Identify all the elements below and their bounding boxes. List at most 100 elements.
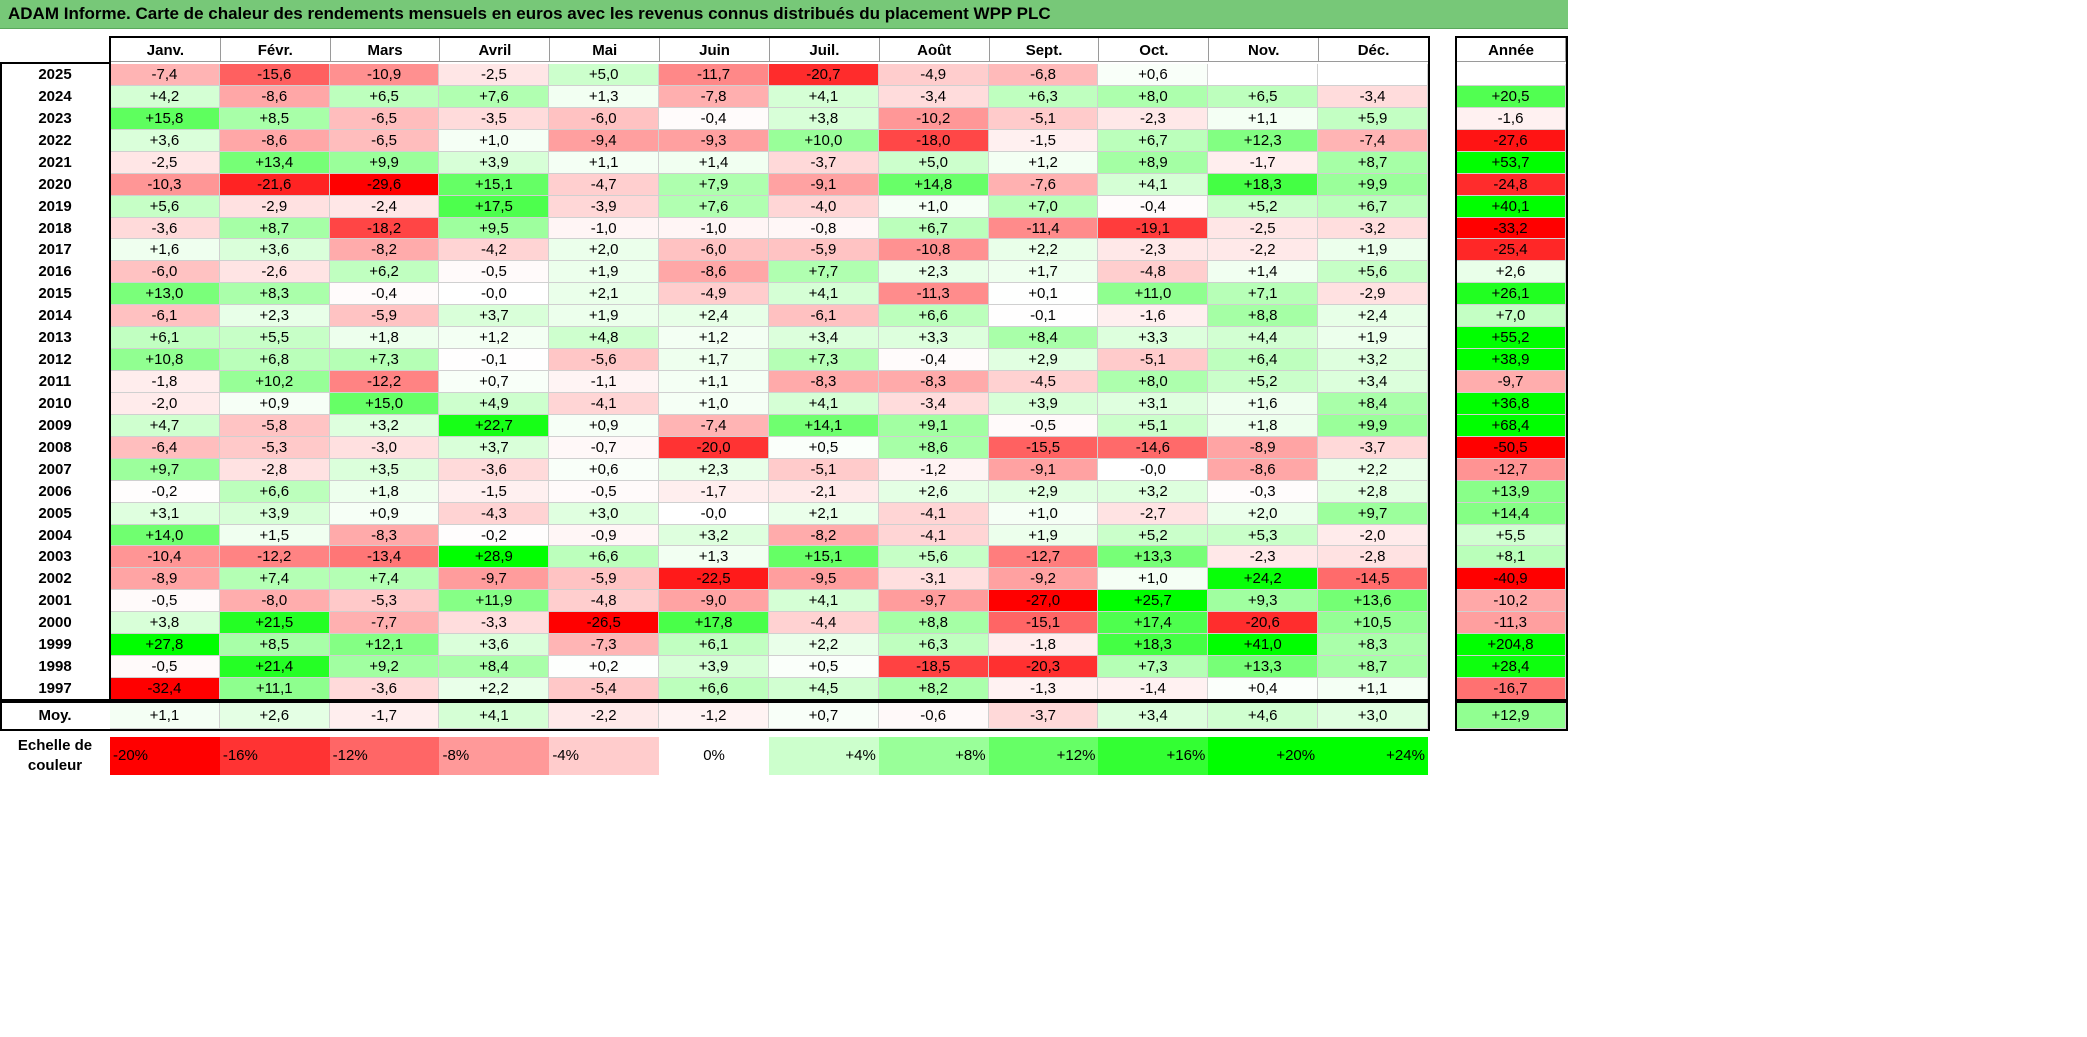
heatmap-cell: -0,4	[878, 349, 989, 371]
year-label: 2009	[38, 416, 72, 434]
heatmap-cell: -1,8	[988, 634, 1099, 657]
annual-cell: +55,2	[1456, 327, 1566, 350]
heatmap-cell: +9,1	[878, 414, 989, 437]
heatmap-cell: +7,4	[329, 568, 440, 591]
heatmap-cell: +1,0	[1098, 568, 1209, 591]
heatmap-cell: +1,0	[988, 502, 1099, 525]
heatmap-cell: +10,0	[768, 129, 879, 152]
month-header: Janv.	[110, 37, 221, 62]
heatmap-cell: -26,5	[549, 612, 660, 635]
heatmap-cell: +1,1	[659, 371, 769, 393]
heatmap-cell: +3,1	[110, 502, 220, 525]
heatmap-cell: +6,3	[988, 85, 1099, 108]
heatmap-cell: -2,7	[1098, 502, 1209, 525]
heatmap-cell	[1318, 64, 1428, 86]
heatmap-cell: +5,2	[1208, 195, 1319, 218]
heatmap-cell: -6,1	[768, 305, 879, 328]
heatmap-cell: -2,1	[768, 480, 879, 503]
year-label: 2015	[38, 285, 72, 303]
heatmap-cell: +3,2	[1318, 349, 1428, 371]
heatmap-cell: -20,7	[768, 64, 879, 86]
heatmap-cell: +1,5	[219, 524, 330, 547]
heatmap-cell: +7,3	[768, 349, 879, 371]
heatmap-cell: -27,0	[988, 590, 1099, 613]
heatmap-cell: +24,2	[1208, 568, 1319, 591]
heatmap-cell: +8,3	[219, 283, 330, 306]
heatmap-cell: +11,0	[1098, 283, 1209, 306]
heatmap-cell: -3,6	[110, 217, 220, 240]
month-header: Août	[878, 37, 990, 62]
heatmap-cell: +1,7	[988, 261, 1099, 284]
heatmap-cell: +13,3	[1208, 656, 1319, 679]
heatmap-cell: +4,7	[110, 414, 220, 437]
heatmap-cell: -1,3	[988, 678, 1099, 700]
heatmap-cell: -5,1	[768, 458, 879, 481]
color-scale-label: Echelle de couleur	[17, 737, 93, 774]
heatmap-cell: -4,8	[1098, 261, 1209, 284]
heatmap-cell: -0,7	[549, 436, 660, 459]
annual-cell: +40,1	[1456, 195, 1566, 218]
heatmap-cell: +1,1	[1208, 107, 1319, 130]
heatmap-cell: -2,4	[329, 195, 440, 218]
color-scale-swatch: -4%	[549, 737, 660, 775]
heatmap-cell: -2,6	[219, 261, 330, 284]
heatmap-cell: +0,5	[768, 656, 879, 679]
average-cell: -2,2	[549, 702, 660, 729]
annual-cell: -33,2	[1456, 217, 1566, 240]
heatmap-cell: -2,9	[1318, 283, 1428, 306]
heatmap-cell: -5,3	[219, 436, 330, 459]
heatmap-cell: -5,8	[219, 414, 330, 437]
heatmap-cell: -4,9	[878, 64, 989, 86]
heatmap-cell: +1,2	[439, 327, 550, 350]
heatmap-cell: -5,3	[329, 590, 440, 613]
heatmap-cell: -8,6	[659, 261, 769, 284]
heatmap-cell: +4,8	[549, 327, 660, 350]
heatmap-cell: +5,0	[878, 151, 989, 174]
heatmap-cell: +10,5	[1318, 612, 1428, 635]
month-header: Sept.	[988, 37, 1100, 62]
heatmap-cell: -32,4	[110, 678, 220, 700]
heatmap-cell: +1,0	[878, 195, 989, 218]
heatmap-cell: -2,0	[1318, 524, 1428, 547]
heatmap-cell: +5,5	[219, 327, 330, 350]
heatmap-cell: +13,4	[219, 151, 330, 174]
year-label: 2018	[38, 219, 72, 237]
heatmap-cell: -2,0	[110, 392, 220, 415]
color-scale-swatch: +4%	[768, 737, 879, 775]
heatmap-cell: +8,7	[1318, 151, 1428, 174]
heatmap-cell: -4,3	[439, 502, 550, 525]
heatmap-cell: +1,8	[329, 480, 440, 503]
heatmap-cell: +3,4	[1318, 371, 1428, 393]
heatmap-cell: -1,4	[1098, 678, 1209, 700]
heatmap-cell: -1,7	[659, 480, 769, 503]
heatmap-cell: +7,9	[659, 173, 769, 196]
heatmap-cell: +5,0	[549, 64, 660, 86]
annual-cell: +20,5	[1456, 85, 1566, 108]
year-label: 2023	[38, 109, 72, 127]
heatmap-cell: +1,8	[1208, 414, 1319, 437]
heatmap-cell: -0,0	[1098, 458, 1209, 481]
heatmap-cell: -5,9	[329, 305, 440, 328]
heatmap-cell: -15,6	[219, 64, 330, 86]
heatmap-cell: +3,8	[768, 107, 879, 130]
heatmap-cell: +9,9	[329, 151, 440, 174]
heatmap-cell: -4,0	[768, 195, 879, 218]
month-header: Mai	[549, 37, 661, 62]
heatmap-cell: -4,9	[659, 283, 769, 306]
annual-cell: +5,5	[1456, 524, 1566, 547]
average-cell: +3,4	[1098, 702, 1209, 729]
heatmap-cell: +8,2	[878, 678, 989, 700]
annual-cell: +13,9	[1456, 480, 1566, 503]
heatmap-cell: -9,1	[768, 173, 879, 196]
heatmap-cell: +0,6	[549, 458, 660, 481]
heatmap-cell: +3,2	[1098, 480, 1209, 503]
color-scale-swatch: -20%	[110, 737, 220, 775]
heatmap-cell: -4,7	[549, 173, 660, 196]
heatmap-cell: -20,0	[659, 436, 769, 459]
heatmap-cell: -7,3	[549, 634, 660, 657]
heatmap-cell: +3,9	[439, 151, 550, 174]
heatmap-cell: -8,9	[1208, 436, 1319, 459]
heatmap-cell: -6,5	[329, 107, 440, 130]
heatmap-cell: +0,9	[549, 414, 660, 437]
heatmap-cell: +18,3	[1208, 173, 1319, 196]
